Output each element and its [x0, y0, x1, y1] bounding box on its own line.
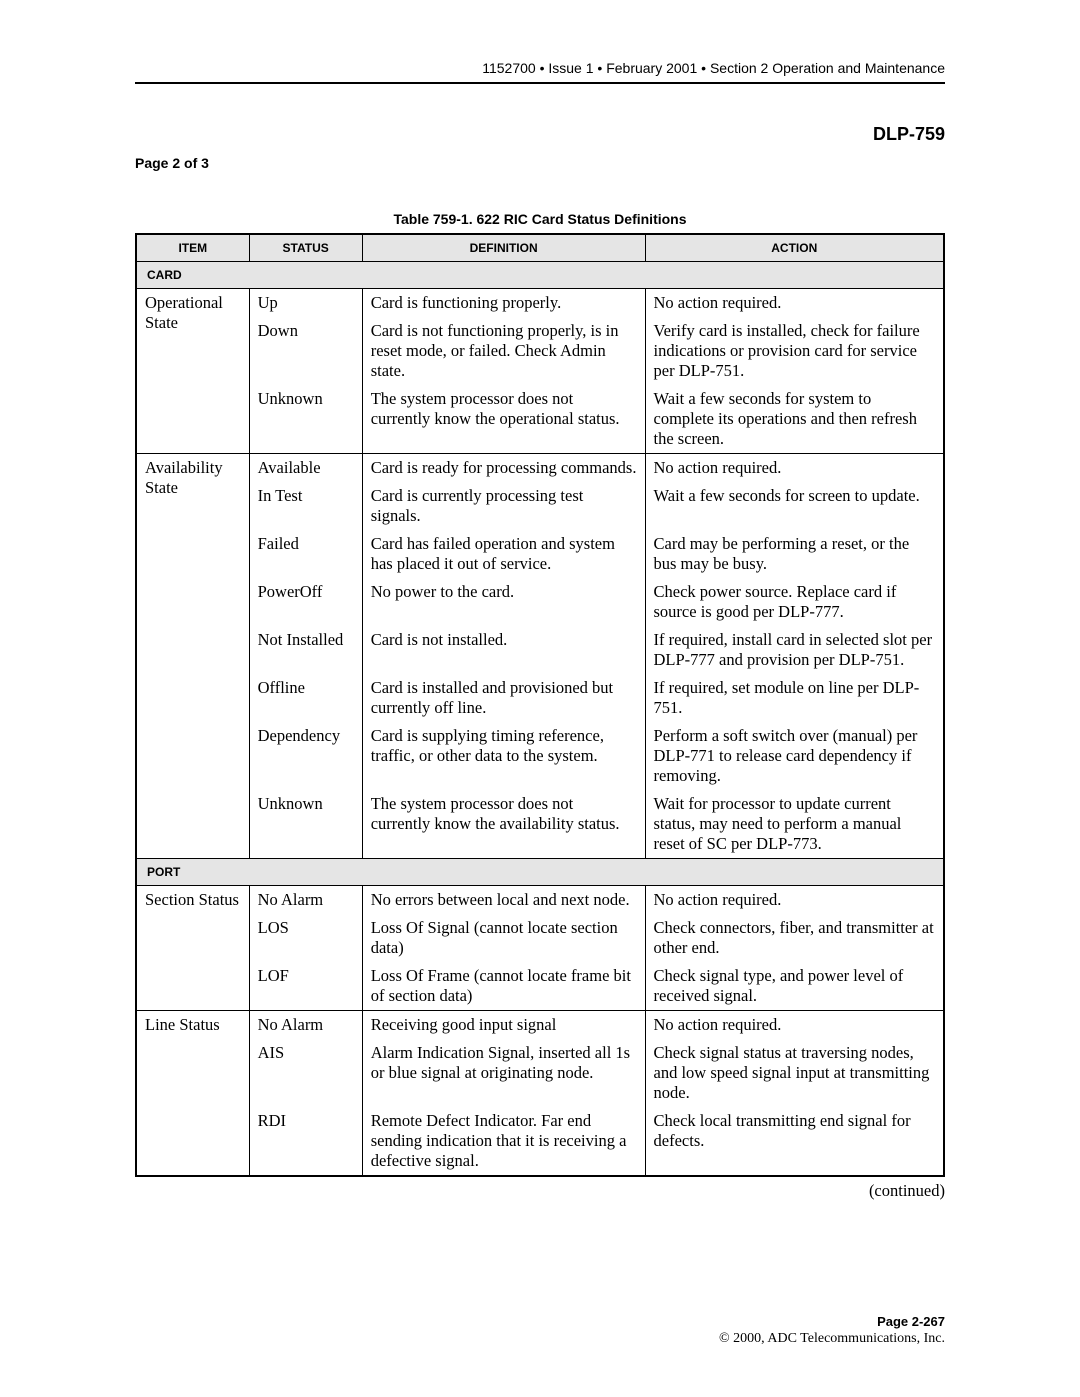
def-cell: Alarm Indication Signal, inserted all 1s… — [362, 1039, 645, 1107]
status-cell: LOS — [249, 914, 362, 962]
def-cell: Card is ready for processing commands. — [362, 454, 645, 483]
status-cell: Offline — [249, 674, 362, 722]
action-cell: If required, install card in selected sl… — [645, 626, 944, 674]
table-header-row: ITEM STATUS DEFINITION ACTION — [136, 234, 944, 262]
footer: Page 2-267 © 2000, ADC Telecommunication… — [719, 1314, 945, 1347]
item-cell: Operational State — [136, 289, 249, 454]
status-cell: PowerOff — [249, 578, 362, 626]
def-cell: Card is supplying timing reference, traf… — [362, 722, 645, 790]
def-cell: No errors between local and next node. — [362, 886, 645, 915]
table-caption: Table 759-1. 622 RIC Card Status Definit… — [135, 211, 945, 227]
action-cell: Check connectors, fiber, and transmitter… — [645, 914, 944, 962]
section-label-port: PORT — [136, 859, 944, 886]
dlp-code: DLP-759 — [135, 124, 945, 145]
table-row: Not Installed Card is not installed. If … — [136, 626, 944, 674]
table-row: Unknown The system processor does not cu… — [136, 790, 944, 859]
def-cell: Remote Defect Indicator. Far end sending… — [362, 1107, 645, 1176]
def-cell: The system processor does not currently … — [362, 790, 645, 859]
status-cell: AIS — [249, 1039, 362, 1107]
def-cell: Card is not installed. — [362, 626, 645, 674]
action-cell: No action required. — [645, 289, 944, 318]
footer-page: Page 2-267 — [877, 1314, 945, 1329]
table-row: Operational State Up Card is functioning… — [136, 289, 944, 318]
def-cell: Card has failed operation and system has… — [362, 530, 645, 578]
table-row: Availability State Available Card is rea… — [136, 454, 944, 483]
status-cell: Down — [249, 317, 362, 385]
def-cell: Receiving good input signal — [362, 1011, 645, 1040]
table-row: Line Status No Alarm Receiving good inpu… — [136, 1011, 944, 1040]
action-cell: Check signal status at traversing nodes,… — [645, 1039, 944, 1107]
action-cell: Wait for processor to update current sta… — [645, 790, 944, 859]
section-row-card: CARD — [136, 262, 944, 289]
table-row: LOF Loss Of Frame (cannot locate frame b… — [136, 962, 944, 1011]
date: February 2001 — [606, 60, 697, 76]
col-status: STATUS — [249, 234, 362, 262]
footer-copyright: © 2000, ADC Telecommunications, Inc. — [719, 1331, 945, 1346]
def-cell: Card is currently processing test signal… — [362, 482, 645, 530]
def-cell: No power to the card. — [362, 578, 645, 626]
action-cell: Wait a few seconds for system to complet… — [645, 385, 944, 454]
action-cell: Check signal type, and power level of re… — [645, 962, 944, 1011]
item-cell: Availability State — [136, 454, 249, 859]
table-row: Dependency Card is supplying timing refe… — [136, 722, 944, 790]
def-cell: Loss Of Frame (cannot locate frame bit o… — [362, 962, 645, 1011]
table-row: LOS Loss Of Signal (cannot locate sectio… — [136, 914, 944, 962]
col-action: ACTION — [645, 234, 944, 262]
status-cell: Dependency — [249, 722, 362, 790]
col-item: ITEM — [136, 234, 249, 262]
status-cell: No Alarm — [249, 1011, 362, 1040]
continued-label: (continued) — [135, 1181, 945, 1201]
item-cell: Section Status — [136, 886, 249, 1011]
table-row: Offline Card is installed and provisione… — [136, 674, 944, 722]
action-cell: Check local transmitting end signal for … — [645, 1107, 944, 1176]
table-row: Down Card is not functioning properly, i… — [136, 317, 944, 385]
action-cell: Perform a soft switch over (manual) per … — [645, 722, 944, 790]
status-cell: Not Installed — [249, 626, 362, 674]
status-cell: Failed — [249, 530, 362, 578]
issue: Issue 1 — [548, 60, 593, 76]
def-cell: The system processor does not currently … — [362, 385, 645, 454]
status-cell: RDI — [249, 1107, 362, 1176]
action-cell: Card may be performing a reset, or the b… — [645, 530, 944, 578]
table-row: AIS Alarm Indication Signal, inserted al… — [136, 1039, 944, 1107]
section-label-card: CARD — [136, 262, 944, 289]
action-cell: No action required. — [645, 886, 944, 915]
table-row: Unknown The system processor does not cu… — [136, 385, 944, 454]
status-cell: LOF — [249, 962, 362, 1011]
action-cell: Check power source. Replace card if sour… — [645, 578, 944, 626]
status-cell: Unknown — [249, 790, 362, 859]
table-row: Failed Card has failed operation and sys… — [136, 530, 944, 578]
status-cell: In Test — [249, 482, 362, 530]
def-cell: Card is not functioning properly, is in … — [362, 317, 645, 385]
table-row: In Test Card is currently processing tes… — [136, 482, 944, 530]
status-table: ITEM STATUS DEFINITION ACTION CARD Opera… — [135, 233, 945, 1177]
doc-num: 1152700 — [482, 60, 535, 76]
action-cell: No action required. — [645, 1011, 944, 1040]
col-definition: DEFINITION — [362, 234, 645, 262]
def-cell: Card is installed and provisioned but cu… — [362, 674, 645, 722]
def-cell: Loss Of Signal (cannot locate section da… — [362, 914, 645, 962]
section: Section 2 Operation and Maintenance — [710, 60, 945, 76]
table-row: Section Status No Alarm No errors betwee… — [136, 886, 944, 915]
page-x-of-y: Page 2 of 3 — [135, 155, 945, 171]
status-cell: Available — [249, 454, 362, 483]
status-cell: Unknown — [249, 385, 362, 454]
header-line: 1152700 • Issue 1 • February 2001 • Sect… — [135, 60, 945, 84]
status-cell: Up — [249, 289, 362, 318]
table-row: RDI Remote Defect Indicator. Far end sen… — [136, 1107, 944, 1176]
item-cell: Line Status — [136, 1011, 249, 1177]
action-cell: Verify card is installed, check for fail… — [645, 317, 944, 385]
action-cell: Wait a few seconds for screen to update. — [645, 482, 944, 530]
table-row: PowerOff No power to the card. Check pow… — [136, 578, 944, 626]
def-cell: Card is functioning properly. — [362, 289, 645, 318]
action-cell: No action required. — [645, 454, 944, 483]
action-cell: If required, set module on line per DLP-… — [645, 674, 944, 722]
section-row-port: PORT — [136, 859, 944, 886]
status-cell: No Alarm — [249, 886, 362, 915]
